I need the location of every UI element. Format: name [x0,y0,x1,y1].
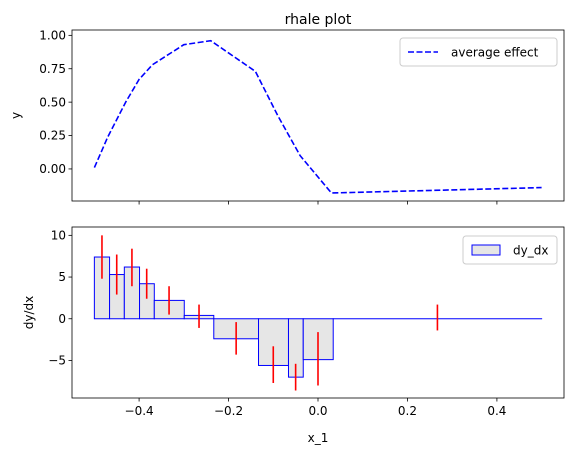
top-legend: average effect [399,37,558,67]
top-chart-title: rhale plot [285,12,352,28]
bottom-x-tick-label: 0.0 [308,404,327,418]
bottom-x-tick-label: 0.2 [398,404,417,418]
bottom-y-tick-label: 0 [58,312,66,326]
bottom-ticks: −5 0 5 10 −0.4 −0.2 0.0 0.2 0.4 [48,229,506,418]
bottom-y-axis-label: dy/dx [22,296,36,329]
top-axes-frame [71,29,565,202]
top-y-tick-label: 1.00 [39,29,66,43]
bottom-legend: dy_dx [462,235,558,265]
bottom-y-tick-label: 5 [58,270,66,284]
top-axes: rhale plot 0.00 0.25 0.50 0.75 1.00 y averag… [9,12,565,205]
bottom-axes: −5 0 5 10 −0.4 −0.2 0.0 0.2 0.4 dy/dx x_1 dy_dx [22,226,565,445]
bottom-x-axis-label: x_1 [308,431,329,445]
top-legend-label: average effect [451,46,539,60]
average-effect-line [93,39,542,194]
bottom-legend-label: dy_dx [513,244,548,258]
top-y-tick-label: 0.25 [39,129,66,143]
top-y-tick-label: 0.50 [39,95,66,109]
top-plot-area [93,39,542,194]
top-y-tick-label: 0.00 [39,162,66,176]
bottom-x-tick-label: −0.4 [125,404,154,418]
top-y-tick-label: 0.75 [39,62,66,76]
top-legend-frame [399,37,558,67]
top-y-axis-label: y [9,112,23,119]
bottom-legend-swatch [471,244,501,256]
bottom-x-tick-label: −0.2 [214,404,243,418]
bottom-y-tick-label: 10 [51,229,66,243]
bottom-axes-frame [71,226,565,399]
bottom-plot-area [93,235,543,391]
top-ticks: 0.00 0.25 0.50 0.75 1.00 [39,29,498,205]
bottom-y-tick-label: −5 [48,354,66,368]
bottom-x-tick-label: 0.4 [487,404,506,418]
bottom-legend-frame [462,235,558,265]
